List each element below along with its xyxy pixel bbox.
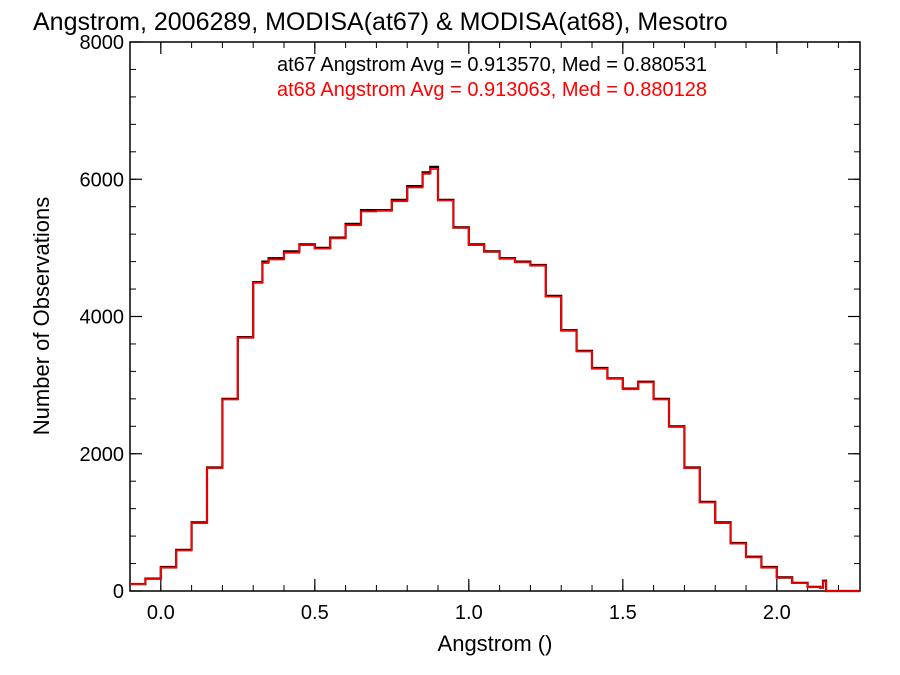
x-axis-label: Angstrom () bbox=[438, 631, 553, 656]
stat-annotation-at68: at68 Angstrom Avg = 0.913063, Med = 0.88… bbox=[277, 79, 707, 101]
plot-area: 0.0 0.5 1.0 1.5 2.0 0 2000 4000 6000 8000 bbox=[80, 32, 861, 624]
y-tick-label: 4000 bbox=[80, 307, 125, 329]
y-tick-label: 2000 bbox=[80, 444, 125, 466]
x-tick-label: 1.0 bbox=[455, 602, 483, 624]
x-tick-label: 0.0 bbox=[147, 602, 175, 624]
x-tick-label: 1.5 bbox=[609, 602, 637, 624]
series-line-0 bbox=[130, 165, 860, 593]
plot-frame bbox=[129, 41, 861, 592]
series-group bbox=[130, 165, 860, 593]
x-tick-label: 0.5 bbox=[301, 602, 329, 624]
y-tick-label: 8000 bbox=[80, 32, 125, 54]
x-tick-labels: 0.0 0.5 1.0 1.5 2.0 bbox=[147, 602, 791, 624]
y-tick-label: 6000 bbox=[80, 169, 125, 191]
y-tick-labels: 0 2000 4000 6000 8000 bbox=[80, 32, 125, 603]
y-tick-label: 0 bbox=[113, 581, 124, 603]
series-line-1 bbox=[130, 168, 860, 592]
axis-ticks bbox=[129, 41, 860, 592]
y-axis-label: Number of Observations bbox=[29, 197, 54, 435]
x-tick-label: 2.0 bbox=[763, 602, 791, 624]
stat-annotation-at67: at67 Angstrom Avg = 0.913570, Med = 0.88… bbox=[277, 54, 707, 76]
chart-title: Angstrom, 2006289, MODISA(at67) & MODISA… bbox=[33, 8, 728, 36]
